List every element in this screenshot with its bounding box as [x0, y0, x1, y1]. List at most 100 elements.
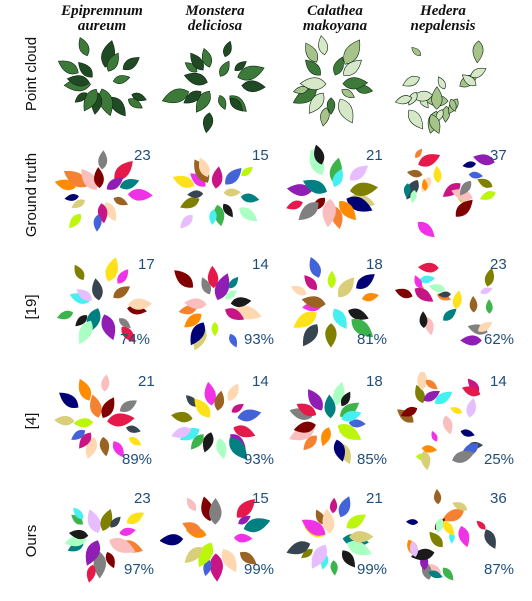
leaf-r1-c3-5	[320, 107, 330, 127]
count-ours-3: 21	[366, 490, 383, 507]
leaf-r3-c4-15	[438, 291, 451, 298]
leaf-r3-c4-19	[478, 321, 493, 332]
leaf-r4-c3-16	[341, 411, 362, 422]
leaf-r1-c2-12	[201, 48, 213, 68]
leaf-r3-c1-12	[92, 278, 103, 301]
leaf-r5-c3-7	[301, 548, 313, 559]
plant-cell-r5-c3	[286, 496, 374, 576]
leaf-r3-c1-7	[75, 315, 88, 327]
leaf-r1-c2-4	[218, 95, 227, 110]
leaf-r4-c2-14	[227, 383, 239, 401]
species-header-2: Monstera deliciosa	[185, 3, 245, 34]
leaf-r3-c1-16	[128, 298, 153, 310]
leaf-r4-c1-3	[112, 441, 124, 458]
leaf-r1-c1-6	[83, 88, 98, 112]
leaf-r5-c1-12	[87, 509, 101, 534]
leaf-r4-c3-12	[324, 394, 336, 419]
leaf-r3-c2-14	[228, 276, 239, 289]
acc-ours-3: 99%	[357, 561, 388, 578]
leaf-r3-c1-11	[74, 264, 85, 280]
leaf-r5-c1-5	[86, 564, 96, 583]
leaf-r1-c2-1	[241, 80, 266, 93]
leaf-r2-c1-5	[93, 214, 102, 232]
leaf-r5-c3-16	[349, 531, 374, 543]
leaf-r5-c2-10	[182, 522, 202, 534]
leaf-r5-c4-8	[476, 520, 486, 530]
leaf-r2-c1-11	[81, 168, 98, 190]
leaf-r4-c3-11	[307, 389, 323, 411]
leaf-r5-c3-3	[341, 550, 356, 568]
leaf-r2-c1-13	[98, 150, 108, 170]
plant-cell-r5-c2	[160, 496, 270, 582]
plant-cell-r4-c4	[397, 372, 483, 471]
leaf-r3-c3-10	[291, 285, 307, 296]
count-gt-1: 23	[134, 147, 151, 164]
leaf-r2-c4-1	[477, 178, 493, 188]
leaf-r2-c1-15	[106, 177, 124, 190]
plant-cell-r4-c2	[171, 381, 262, 460]
leaf-r2-c4-13	[415, 148, 423, 158]
leaf-r2-c2-15	[241, 167, 253, 177]
leaf-r4-c1-2	[128, 436, 142, 446]
leaf-r2-c4-5	[407, 169, 423, 178]
plant-cell-r1-c4	[394, 40, 487, 134]
leaf-r4-c4-13	[460, 429, 475, 437]
leaf-r4-c4-8	[417, 372, 428, 391]
leaf-r1-c3-16	[342, 77, 369, 90]
leaf-r1-c1-7	[74, 92, 88, 103]
leaf-r4-c1-10	[59, 392, 79, 409]
leaf-r2-c3-15	[349, 165, 368, 181]
count-19-2: 14	[252, 256, 269, 273]
leaf-r1-c4-10	[402, 75, 420, 87]
leaf-r5-c2-1	[233, 533, 253, 543]
leaf-r4-c2-4	[216, 438, 227, 460]
leaf-r5-c4-10	[428, 570, 443, 579]
leaf-r3-c3-6	[302, 324, 319, 347]
leaf-r5-c4-19	[458, 526, 470, 548]
leaf-r2-c2-3	[222, 203, 233, 218]
leaf-r1-c3-2	[341, 88, 355, 98]
leaf-r2-c2-7	[180, 197, 200, 209]
leaf-r1-c1-1	[131, 92, 147, 102]
leaf-r3-c3-12	[309, 257, 321, 278]
leaf-r4-c4-2	[466, 398, 476, 418]
leaf-r4-c2-10	[185, 395, 198, 407]
leaf-r5-c4-2	[406, 519, 419, 525]
plant-cell-r2-c3	[286, 144, 378, 229]
leaf-r1-c4-17	[429, 114, 441, 134]
leaf-r2-c2-16	[223, 188, 241, 197]
plant-cell-r4-c3	[289, 382, 366, 465]
count-ours-1: 23	[134, 490, 151, 507]
leaf-r3-c4-7	[460, 335, 482, 346]
leaf-r3-c3-3	[332, 308, 347, 329]
count-19-1: 17	[138, 256, 155, 273]
leaf-r1-c1-15	[122, 57, 140, 71]
leaf-r4-c4-18	[452, 450, 475, 463]
leaf-r3-c1-14	[117, 269, 129, 284]
leaf-r1-c4-13	[431, 86, 443, 110]
leaf-r4-c4-20	[423, 390, 440, 402]
leaf-r1-c4-2	[461, 74, 477, 87]
leaf-r4-c3-1	[348, 419, 366, 428]
leaf-r3-c4-8	[443, 308, 457, 321]
leaf-r1-c1-9	[66, 75, 90, 87]
leaf-r4-c2-7	[179, 427, 200, 441]
leaf-r4-c1-12	[90, 394, 102, 418]
leaf-r3-c3-9	[301, 296, 326, 308]
leaf-r3-c1-13	[105, 257, 119, 282]
leaf-r2-c4-18	[473, 154, 495, 166]
leaf-r2-c4-11	[462, 161, 476, 168]
count-gt-2: 15	[252, 147, 269, 164]
leaf-r2-c2-10	[190, 173, 206, 187]
acc-ours-4: 87%	[484, 561, 515, 578]
leaf-r3-c2-3	[229, 333, 238, 348]
leaf-r3-c3-5	[325, 323, 337, 348]
leaf-r5-c3-2	[347, 540, 372, 556]
leaf-r5-c1-14	[110, 516, 121, 528]
leaf-r3-c4-9	[428, 283, 446, 293]
leaf-r2-c3-7	[298, 202, 319, 221]
leaf-r5-c2-14	[236, 499, 255, 518]
leaf-r3-c4-17	[414, 275, 423, 289]
leaf-r2-c2-14	[225, 168, 242, 185]
leaf-r4-c2-13	[214, 390, 225, 411]
